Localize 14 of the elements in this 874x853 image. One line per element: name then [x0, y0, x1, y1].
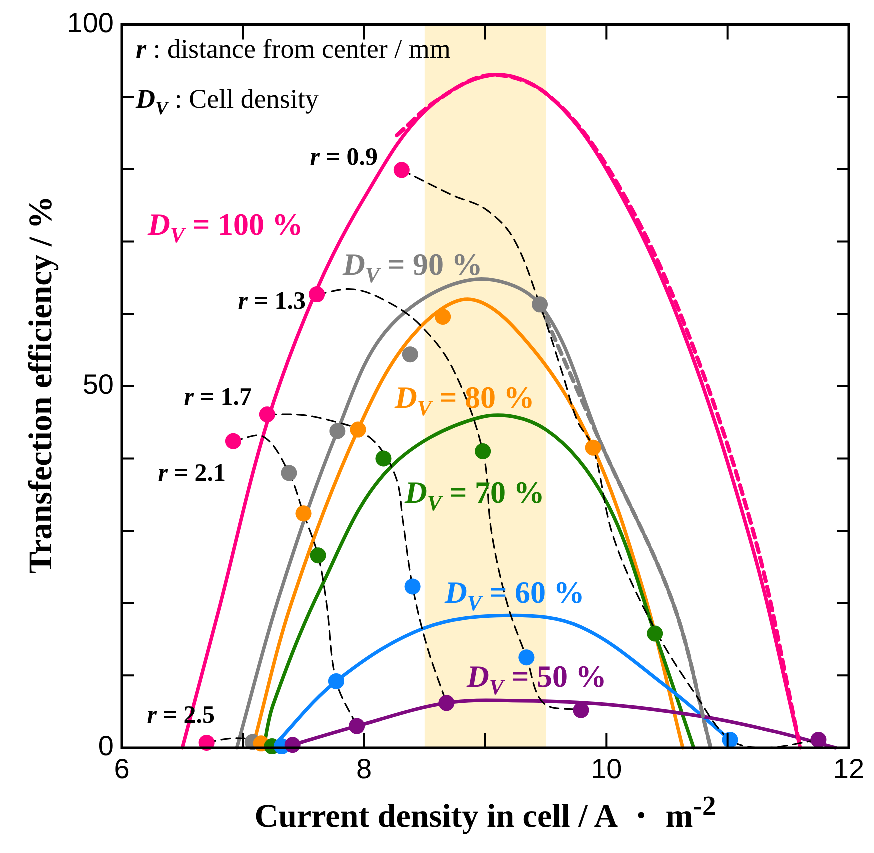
x-tick-label: 6 [114, 754, 130, 785]
x-axis-title: Current density in cell / A ・ m$^{-2}$ [254, 790, 718, 837]
x-tick-label: 12 [833, 754, 865, 785]
series-label: r = 1.3 [238, 288, 306, 315]
x-tick-label: 10 [591, 754, 622, 785]
y-tick-label: 0 [98, 730, 114, 762]
y-tick-label: 50 [82, 369, 114, 400]
y-axis-title: Transfection efficiency / % [24, 196, 60, 574]
series-label: r = 1.7 [184, 384, 252, 411]
series-label: r = 0.9 [310, 144, 378, 171]
series-label: r = 2.1 [158, 460, 226, 487]
x-tick-label: 8 [356, 754, 372, 785]
annotation: r : distance from center / mm [136, 34, 451, 64]
y-tick-label: 100 [67, 8, 114, 39]
